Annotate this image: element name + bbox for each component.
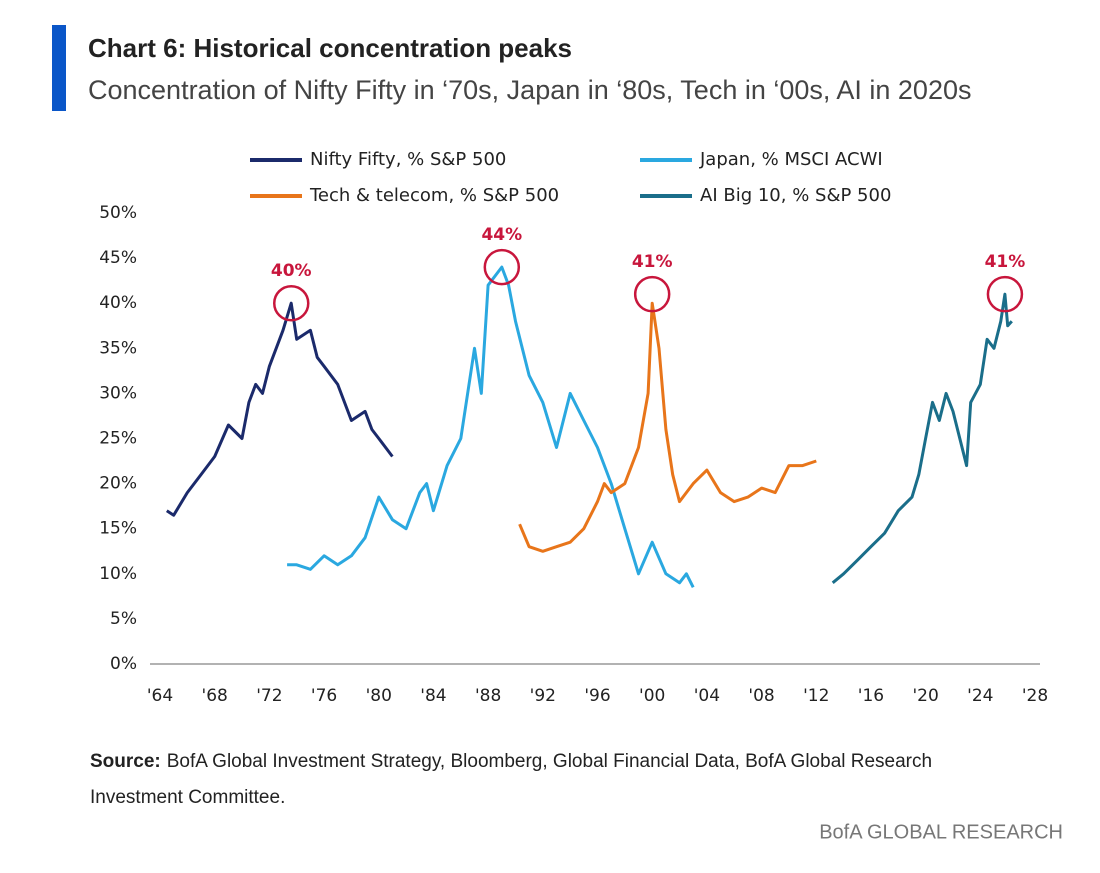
source-text: BofA Global Investment Strategy, Bloombe… xyxy=(167,751,932,772)
x-tick-label: '16 xyxy=(858,686,884,706)
x-tick-label: '64 xyxy=(147,686,173,706)
y-tick-label: 5% xyxy=(110,609,137,629)
source-text: Investment Committee. xyxy=(90,787,285,808)
y-tick-label: 50% xyxy=(99,203,137,223)
y-tick-label: 45% xyxy=(99,248,137,268)
title-bar xyxy=(52,25,66,111)
x-tick-label: '12 xyxy=(803,686,829,706)
x-tick-label: '76 xyxy=(311,686,337,706)
y-tick-label: 40% xyxy=(99,293,137,313)
peak-circle xyxy=(986,275,1024,313)
y-tick-label: 35% xyxy=(99,338,137,358)
peak-label: 41% xyxy=(985,252,1026,272)
legend-label: AI Big 10, % S&P 500 xyxy=(700,185,891,206)
chart-subtitle: Concentration of Nifty Fifty in ‘70s, Ja… xyxy=(88,75,972,105)
legend-label: Japan, % MSCI ACWI xyxy=(699,149,883,170)
x-tick-label: '72 xyxy=(256,686,282,706)
x-tick-label: '08 xyxy=(748,686,774,706)
peak-circle xyxy=(483,248,521,286)
y-tick-label: 15% xyxy=(99,519,137,539)
x-tick-label: '92 xyxy=(530,686,556,706)
x-tick-label: '04 xyxy=(694,686,720,706)
y-tick-label: 30% xyxy=(99,383,137,403)
x-tick-label: '20 xyxy=(912,686,938,706)
peak-label: 44% xyxy=(481,225,522,245)
series-line xyxy=(287,265,695,588)
y-tick-label: 25% xyxy=(99,429,137,449)
x-tick-label: '96 xyxy=(584,686,610,706)
source: Source: BofA Global Investment Strategy, … xyxy=(90,751,932,772)
chart-title: Chart 6: Historical concentration peaks xyxy=(88,33,572,63)
series-line xyxy=(831,292,1013,584)
x-tick-label: '84 xyxy=(420,686,446,706)
legend-label: Tech & telecom, % S&P 500 xyxy=(309,185,559,206)
series-line xyxy=(165,301,394,517)
peak-label: 41% xyxy=(632,252,673,272)
y-tick-label: 0% xyxy=(110,654,137,674)
footer: BofA GLOBAL RESEARCH xyxy=(819,821,1063,843)
x-tick-label: '88 xyxy=(475,686,501,706)
x-tick-label: '24 xyxy=(967,686,993,706)
peak-circle xyxy=(273,284,310,322)
x-tick-label: '68 xyxy=(202,686,228,706)
y-tick-label: 10% xyxy=(99,564,137,584)
peak-circle xyxy=(633,275,671,313)
x-tick-label: '00 xyxy=(639,686,665,706)
peak-label: 40% xyxy=(271,261,312,281)
x-tick-label: '28 xyxy=(1022,686,1048,706)
legend-label: Nifty Fifty, % S&P 500 xyxy=(310,149,506,170)
x-tick-label: '80 xyxy=(366,686,392,706)
source-label: Source: xyxy=(90,751,161,772)
y-tick-label: 20% xyxy=(99,474,137,494)
series-line xyxy=(518,301,817,553)
